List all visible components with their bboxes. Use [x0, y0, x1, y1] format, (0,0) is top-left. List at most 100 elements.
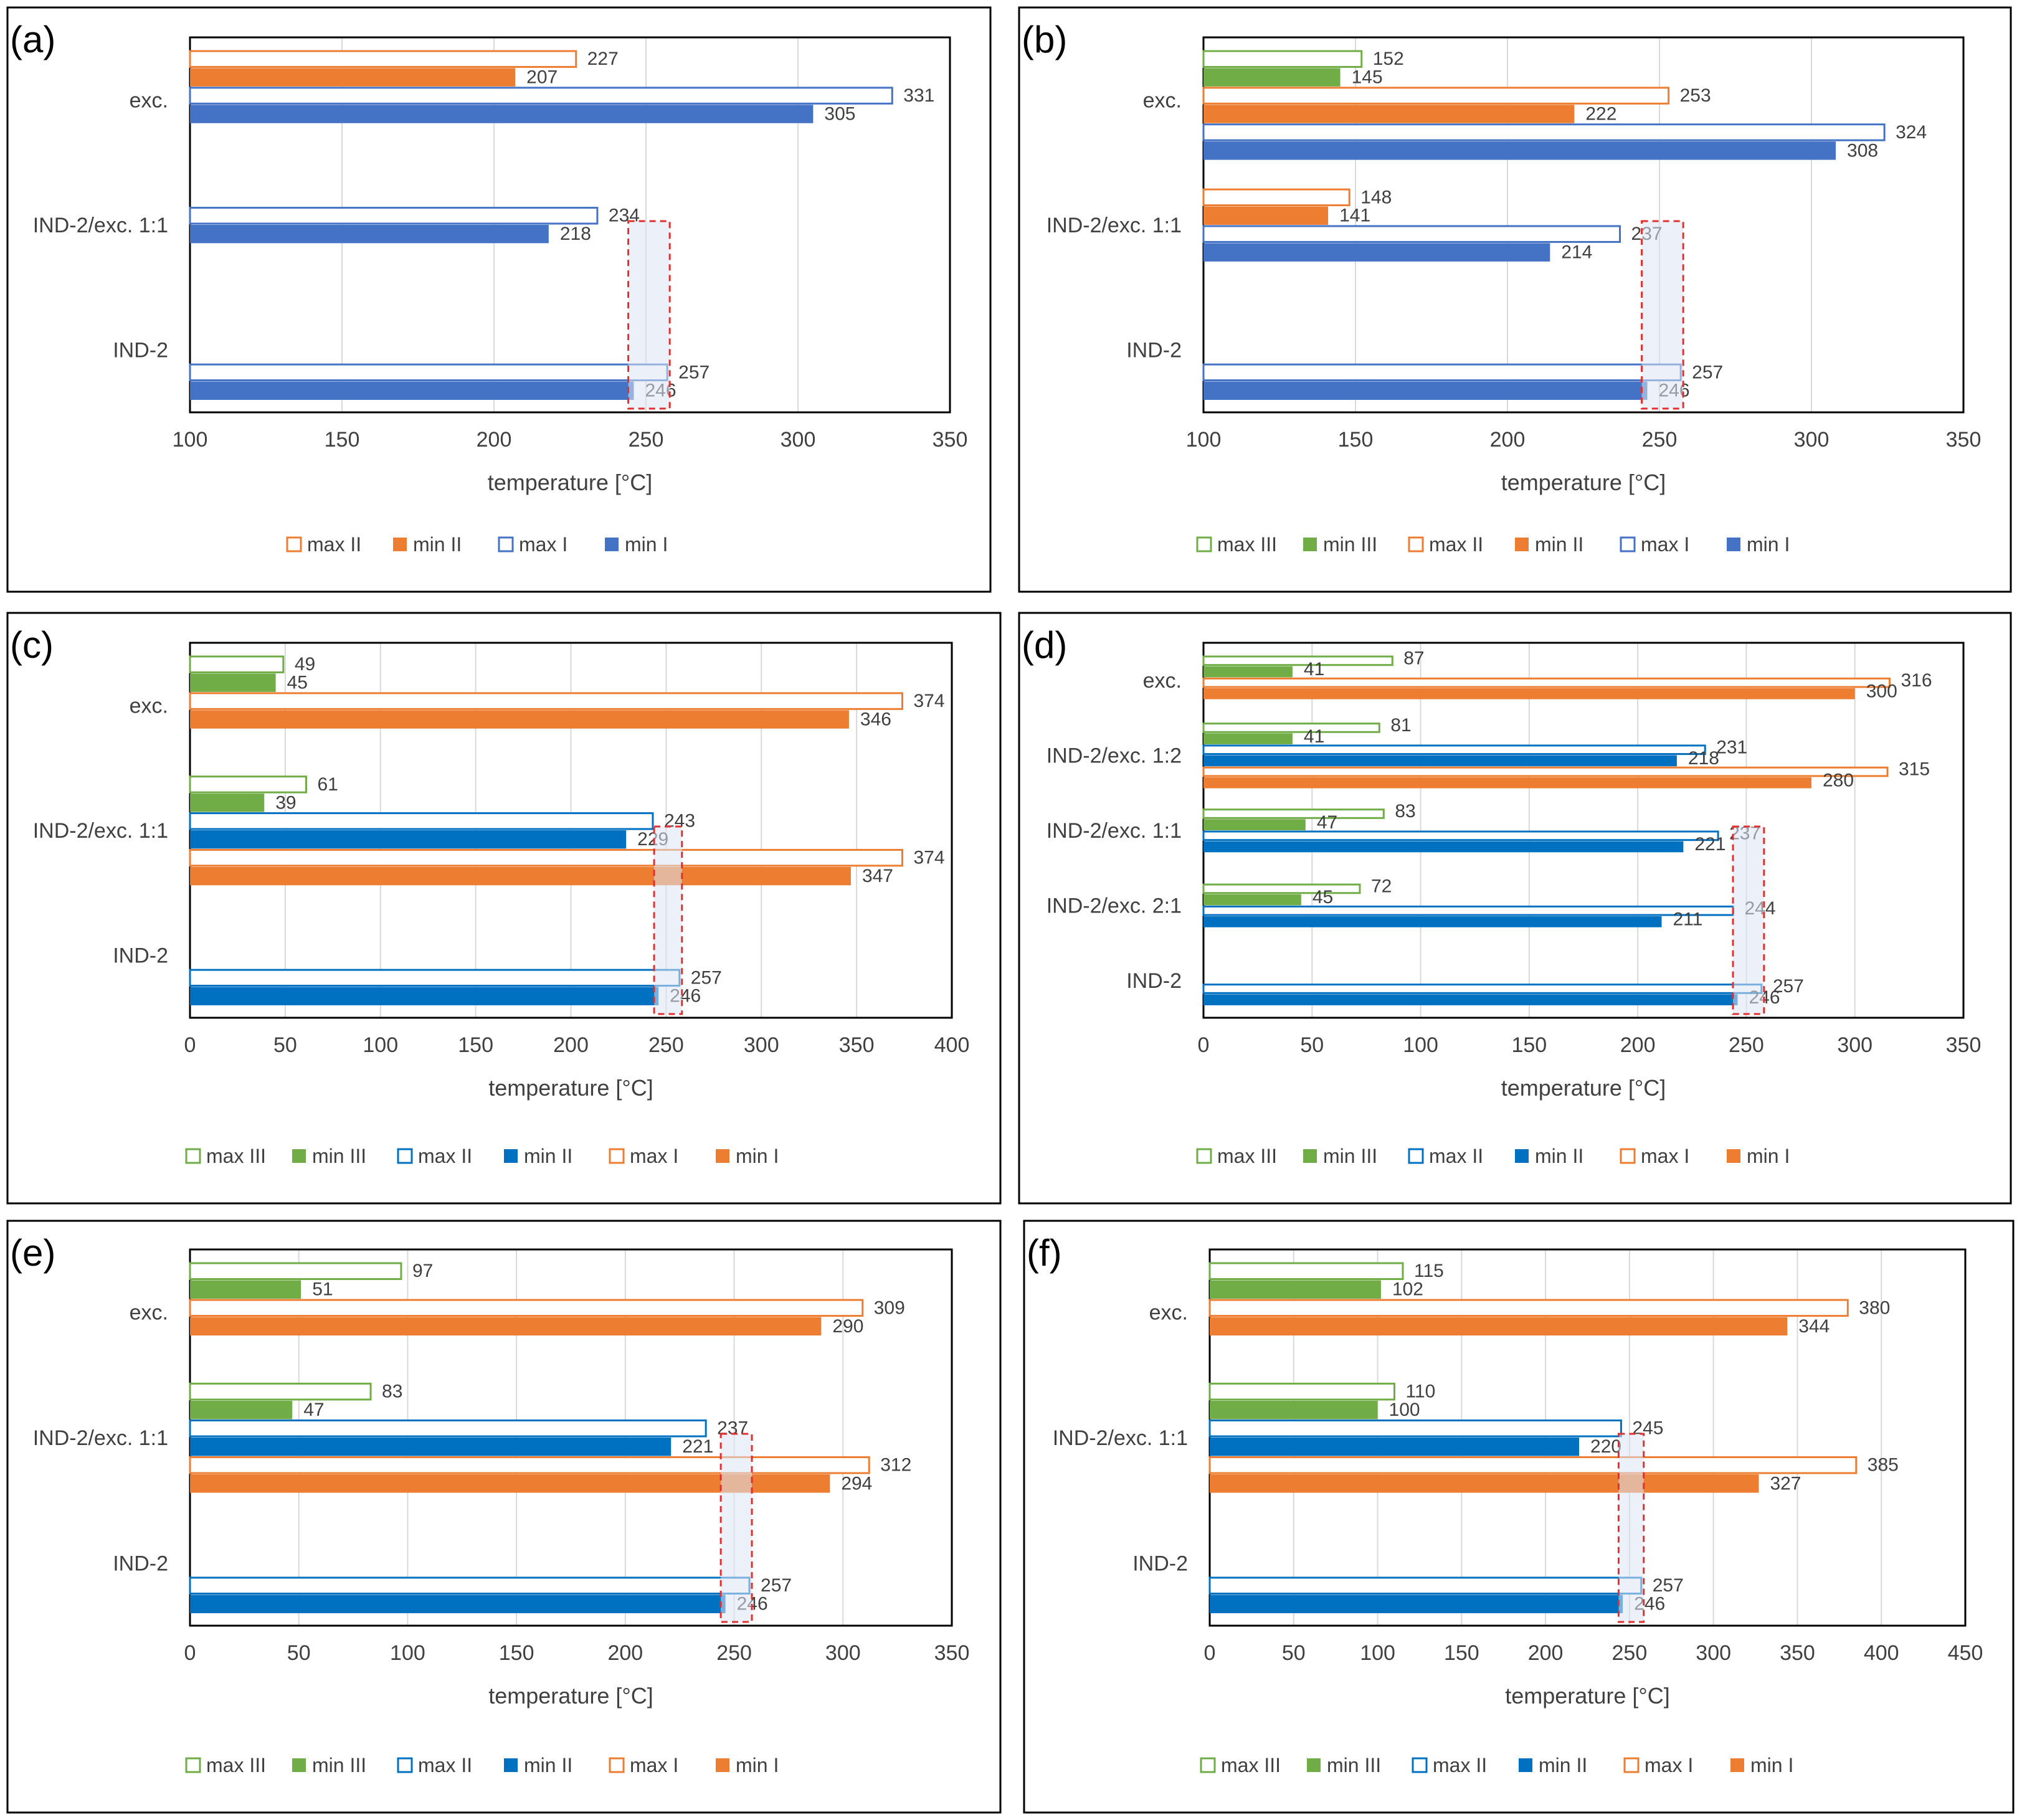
x-axis-label: temperature [°C]	[1501, 1075, 1666, 1101]
data-label: 312	[880, 1455, 911, 1476]
bar-min-ii	[190, 1595, 726, 1613]
legend-swatch	[504, 1758, 518, 1772]
bar-max-iii	[1202, 883, 1361, 894]
x-tick-label: 200	[607, 1641, 643, 1665]
legend-swatch	[1519, 1758, 1532, 1772]
legend-label: max II	[1429, 533, 1483, 556]
bar-min-i	[190, 710, 849, 729]
x-tick-label: 0	[1204, 1641, 1216, 1665]
x-tick-label: 150	[458, 1033, 493, 1057]
legend-label: min II	[524, 1145, 572, 1167]
category-label: IND-2/exc. 1:1	[33, 819, 168, 843]
data-label: 374	[914, 848, 945, 868]
bar-max-iii	[189, 1382, 372, 1401]
category-label: exc.	[130, 694, 168, 718]
panel-label: (f)	[1027, 1232, 1062, 1274]
data-label: 308	[1847, 140, 1878, 161]
chart-panel-c: (c) 0 50 100 150 200 250 300 350 400 temperature […	[6, 612, 1002, 1205]
legend-label: min I	[625, 533, 668, 556]
legend-swatch	[1196, 1148, 1212, 1164]
bar-max-i	[189, 692, 904, 710]
data-label: 315	[1899, 759, 1930, 780]
data-label: 316	[1901, 670, 1932, 691]
bar-max-iii	[189, 1262, 402, 1281]
legend-swatch	[1307, 1758, 1321, 1772]
data-label: 51	[312, 1279, 333, 1300]
bar-min-i	[1210, 1474, 1759, 1493]
chart-panel-f: (f) 0 50 100 150 200 250 300 350 400 450 temperatur…	[1023, 1220, 2015, 1814]
x-tick-label: 50	[287, 1641, 311, 1665]
x-tick-label: 150	[1444, 1641, 1479, 1665]
bar-max-i	[1202, 677, 1891, 688]
bar-min-i	[1203, 688, 1855, 699]
bar-max-i	[189, 207, 599, 225]
bar-min-iii	[1210, 1400, 1378, 1420]
category-label: exc.	[1149, 1301, 1188, 1325]
panel-label: (c)	[10, 624, 54, 666]
x-tick-label: 400	[934, 1033, 970, 1057]
legend-swatch	[1515, 1149, 1529, 1163]
x-tick-label: 0	[184, 1033, 196, 1057]
bar-max-i	[189, 87, 893, 105]
data-label: 257	[691, 967, 722, 988]
category-label: exc.	[130, 88, 168, 112]
data-label: 300	[1866, 681, 1897, 701]
x-tick-label: 150	[1338, 428, 1374, 452]
legend-swatch	[1303, 1149, 1317, 1163]
highlight-region	[719, 1433, 753, 1623]
data-label: 257	[1773, 976, 1804, 997]
bar-min-iii	[1203, 733, 1293, 744]
x-tick-label: 0	[184, 1641, 196, 1665]
legend-label: max II	[1433, 1754, 1487, 1776]
data-label: 347	[862, 866, 893, 886]
legend-swatch	[292, 1149, 306, 1163]
data-label: 380	[1859, 1297, 1890, 1318]
data-label: 257	[678, 362, 710, 382]
x-axis-label: temperature [°C]	[488, 1075, 653, 1101]
category-label: exc.	[130, 1301, 168, 1325]
bar-min-i	[1203, 381, 1648, 400]
bar-max-ii	[1202, 188, 1350, 207]
legend-swatch	[1412, 1757, 1428, 1773]
chart-panel-b: (b) 100 150 200 250 300 350 temperature [°C] exc…	[1018, 6, 2012, 593]
data-label: 327	[1770, 1473, 1801, 1494]
bar-max-i	[1202, 225, 1621, 243]
data-label: 83	[1395, 801, 1415, 822]
bar-min-iii	[1203, 68, 1341, 87]
bar-max-iii	[1208, 1262, 1404, 1281]
bar-max-iii	[1208, 1382, 1396, 1401]
x-tick-label: 250	[1612, 1641, 1648, 1665]
legend-label: min III	[312, 1145, 366, 1167]
bar-max-i	[189, 1299, 864, 1317]
bar-max-ii	[189, 50, 577, 68]
bar-min-ii	[1203, 755, 1677, 767]
x-tick-label: 300	[744, 1033, 779, 1057]
x-tick-label: 250	[648, 1033, 684, 1057]
bar-min-ii	[190, 1438, 672, 1456]
bar-min-iii	[190, 1280, 301, 1299]
bar-max-i	[1202, 123, 1886, 141]
chart-panel-d: (d) 0 50 100 150 200 250 300 350 temperature [°C]…	[1018, 612, 2012, 1205]
legend-label: min III	[1323, 533, 1377, 556]
data-label: 102	[1392, 1279, 1423, 1300]
legend-label: max II	[418, 1754, 472, 1776]
data-label: 221	[1694, 834, 1725, 855]
highlight-region	[1732, 825, 1765, 1015]
category-label: IND-2/exc. 1:1	[1047, 214, 1182, 237]
x-tick-label: 200	[1620, 1033, 1656, 1057]
bar-min-ii	[190, 68, 516, 87]
data-label: 218	[560, 224, 591, 244]
bar-max-ii	[189, 969, 681, 987]
legend-label: min I	[1747, 1145, 1790, 1167]
bar-min-ii	[1210, 1438, 1580, 1456]
legend-label: max I	[1641, 533, 1689, 556]
legend-label: max III	[1217, 533, 1277, 556]
bar-max-ii	[1202, 905, 1735, 916]
data-label: 257	[1692, 362, 1723, 382]
data-label: 374	[914, 691, 945, 711]
bar-max-ii	[189, 1419, 707, 1438]
x-axis-label: temperature [°C]	[488, 1683, 653, 1709]
x-tick-label: 350	[1946, 428, 1982, 452]
bar-min-ii	[1203, 841, 1684, 853]
category-label: IND-2/exc. 1:2	[1047, 744, 1182, 768]
